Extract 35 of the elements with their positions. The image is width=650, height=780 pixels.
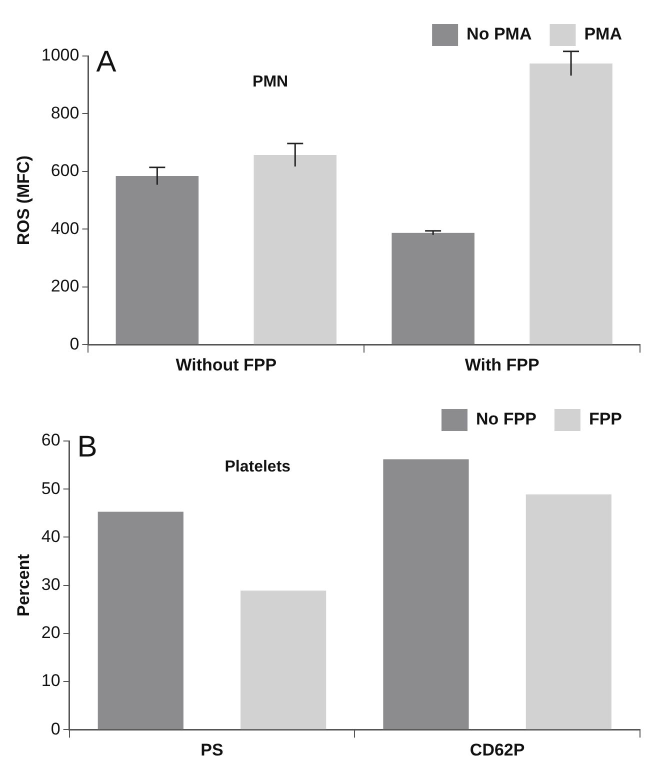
bar <box>526 494 612 730</box>
y-tick-label: 200 <box>50 276 80 296</box>
bar <box>530 64 612 344</box>
x-tick-label: With FPP <box>464 355 540 374</box>
text: Platelets <box>224 458 291 476</box>
x-tick-label: PS <box>200 740 224 760</box>
y-tick-label: 10 <box>41 671 60 690</box>
y-tick-label: 30 <box>41 574 60 594</box>
bar <box>383 459 469 730</box>
bar <box>116 176 199 344</box>
y-tick-label: 60 <box>41 430 60 450</box>
y-tick-label: 400 <box>50 218 80 238</box>
bar <box>392 232 474 344</box>
bar <box>254 154 337 344</box>
y-tick-label: 800 <box>50 103 80 122</box>
y-tick-label: 0 <box>50 719 60 738</box>
legend-label: No PMA <box>466 24 532 44</box>
y-tick-label: 600 <box>50 161 80 180</box>
bar <box>240 590 326 730</box>
annotation: B <box>77 430 98 464</box>
x-tick-label: CD62P <box>470 740 525 760</box>
y-tick-label: 20 <box>41 623 60 642</box>
y-tick-label: 40 <box>41 526 60 546</box>
legend-label: PMA <box>584 24 622 44</box>
y-tick-label: 50 <box>41 478 60 498</box>
x-tick-label: Without FPP <box>176 355 277 374</box>
bar <box>98 512 184 730</box>
y-axis-title: Percent <box>14 554 33 616</box>
annotation: A <box>96 45 116 78</box>
y-tick-label: 1000 <box>41 46 80 65</box>
y-axis-title: ROS (MFC) <box>14 155 33 246</box>
text: PMN <box>252 73 288 90</box>
legend-label: FPP <box>588 410 622 429</box>
y-tick-label: 0 <box>70 334 80 354</box>
legend-label: No FPP <box>476 410 536 429</box>
